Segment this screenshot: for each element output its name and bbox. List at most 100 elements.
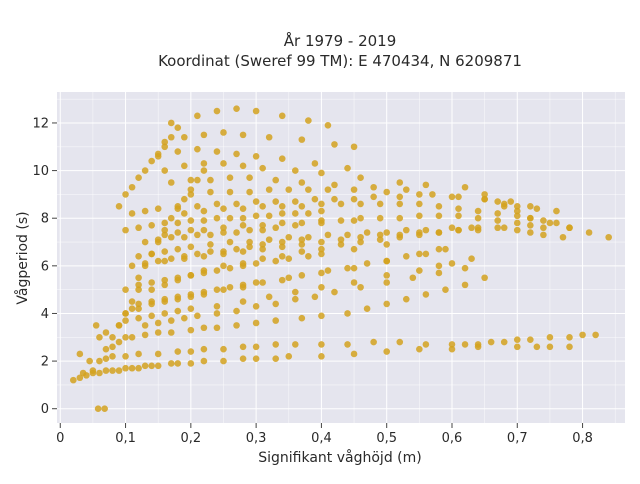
data-point [220, 357, 227, 365]
data-point [122, 364, 129, 372]
data-point [344, 231, 351, 239]
data-point [233, 150, 240, 158]
data-point [135, 253, 142, 260]
data-point [435, 245, 443, 253]
x-tick-label: 0,3 [246, 431, 267, 446]
data-point [350, 264, 358, 272]
x-tick-label: 0,8 [572, 431, 593, 446]
data-point [461, 281, 469, 289]
data-point [350, 143, 358, 151]
data-point [161, 248, 169, 255]
data-point [272, 317, 280, 324]
data-point [161, 310, 169, 317]
data-point [311, 293, 319, 301]
data-point [318, 250, 325, 258]
data-point [122, 191, 129, 198]
data-point [96, 333, 103, 341]
data-point [285, 255, 293, 262]
data-point [246, 188, 253, 196]
data-point [298, 136, 306, 143]
data-point [109, 367, 116, 374]
data-point [396, 338, 404, 346]
data-point [318, 169, 325, 177]
data-point [474, 341, 482, 348]
data-point [318, 238, 325, 246]
data-point [265, 236, 273, 243]
data-point [207, 188, 214, 196]
data-point [239, 355, 247, 363]
data-point [154, 238, 162, 246]
data-point [252, 198, 260, 205]
data-point [252, 355, 260, 363]
data-point [350, 350, 358, 358]
data-point [200, 291, 208, 298]
data-point [207, 176, 214, 184]
data-point [220, 229, 227, 236]
data-point [213, 303, 221, 310]
data-point [141, 167, 149, 174]
data-point [109, 343, 116, 351]
data-point [363, 229, 371, 236]
data-point [220, 205, 227, 212]
data-point [376, 200, 384, 208]
data-point [331, 141, 338, 148]
data-point [161, 138, 169, 146]
data-point [200, 345, 208, 353]
data-point [350, 279, 358, 286]
data-point [278, 210, 286, 217]
data-point [252, 152, 260, 160]
y-tick-label: 6 [41, 259, 49, 274]
data-point [422, 291, 430, 298]
data-point [474, 224, 482, 232]
data-point [122, 310, 129, 317]
y-tick-label: 12 [32, 116, 49, 131]
data-point [141, 331, 149, 339]
data-point [252, 212, 260, 220]
data-point [527, 222, 534, 229]
data-point [318, 353, 325, 360]
data-point [272, 341, 280, 348]
data-point [527, 229, 534, 236]
data-point [448, 260, 456, 267]
data-point [187, 326, 195, 334]
data-point [298, 203, 306, 210]
data-point [448, 224, 456, 232]
data-point [128, 305, 136, 312]
data-point [239, 248, 247, 255]
data-point [70, 376, 77, 384]
data-point [442, 286, 449, 293]
data-point [513, 207, 521, 215]
data-point [220, 286, 227, 293]
data-point [416, 191, 423, 198]
data-point [207, 248, 214, 255]
data-point [148, 312, 155, 320]
data-point [220, 345, 227, 353]
data-point [350, 195, 358, 203]
data-point [187, 186, 195, 193]
data-point [154, 205, 162, 212]
data-point [181, 314, 188, 322]
data-point [187, 191, 195, 198]
data-point [350, 245, 358, 253]
data-point [79, 369, 87, 377]
data-point [161, 226, 169, 234]
data-point [513, 203, 521, 210]
data-point [200, 253, 208, 260]
data-point [128, 262, 136, 270]
data-point [566, 343, 573, 351]
data-point [383, 241, 391, 248]
data-point [200, 167, 208, 174]
data-point [605, 233, 612, 241]
data-point [246, 174, 253, 182]
data-point [96, 357, 103, 365]
data-point [207, 231, 214, 239]
data-point [220, 160, 227, 167]
data-point [181, 195, 188, 203]
data-point [226, 174, 234, 182]
data-point [220, 129, 227, 136]
data-point [513, 343, 521, 351]
data-point [174, 148, 182, 155]
data-point [278, 243, 286, 251]
data-point [272, 300, 280, 308]
